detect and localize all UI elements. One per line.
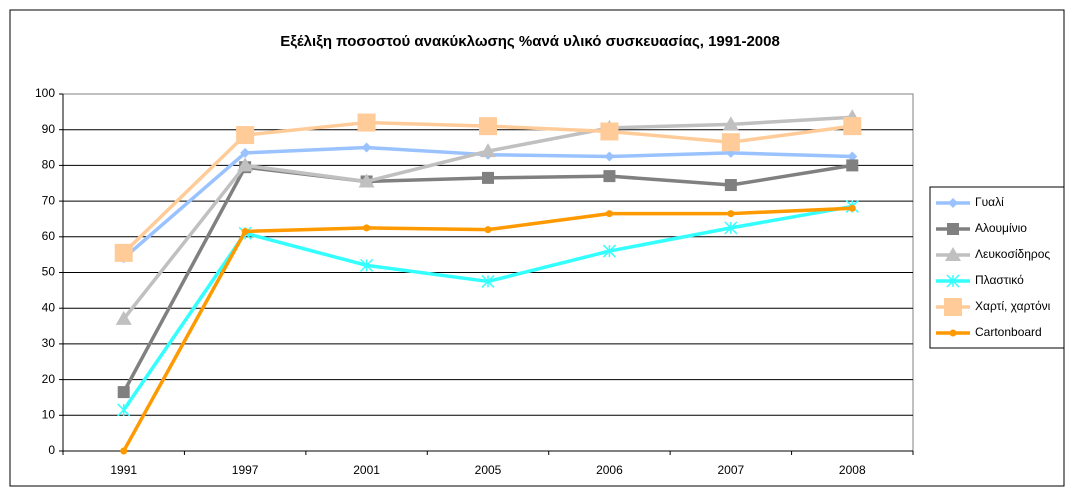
marker (358, 173, 375, 188)
marker (727, 210, 735, 218)
y-tick-label: 100 (35, 86, 55, 100)
marker (949, 329, 957, 337)
marker (482, 171, 494, 184)
x-tick-label: 2007 (718, 463, 745, 477)
legend-label: Αλουμίνιο (975, 221, 1027, 235)
marker (480, 143, 496, 158)
y-tick-label: 90 (42, 122, 56, 136)
marker (724, 221, 738, 235)
marker (948, 198, 958, 208)
legend-label: Cartonboard (975, 325, 1042, 339)
marker (363, 224, 371, 232)
marker (481, 274, 495, 288)
marker (722, 116, 739, 131)
x-tick-label: 2005 (475, 463, 502, 477)
y-tick-label: 40 (42, 300, 56, 314)
marker (479, 117, 497, 136)
marker (846, 159, 859, 172)
marker (600, 122, 619, 141)
x-tick-label: 2006 (596, 463, 623, 477)
marker (357, 113, 376, 132)
marker (360, 258, 374, 272)
legend-label: Πλαστικό (975, 273, 1024, 287)
marker (603, 170, 616, 183)
marker (115, 310, 132, 325)
marker (114, 243, 133, 262)
y-tick-label: 80 (42, 158, 56, 172)
legend-label: Γυαλί (975, 195, 1004, 209)
marker (117, 386, 130, 399)
marker (944, 298, 962, 316)
marker (240, 147, 251, 158)
marker (241, 227, 249, 235)
legend: Γυαλί Αλουμίνιο Λευκοσίδηρος Πλαστικό Χαρτί,… (929, 186, 1065, 349)
legend-label: Λευκοσίδηρος (975, 247, 1050, 261)
x-tick-label: 1997 (232, 463, 259, 477)
marker (361, 142, 372, 153)
marker (236, 126, 255, 145)
chart-title: Εξέλιξη ποσοστού ανακύκλωσης %ανά υλικό … (280, 33, 780, 50)
x-tick-label: 2008 (839, 463, 866, 477)
marker (604, 151, 615, 162)
y-tick-label: 20 (42, 372, 56, 386)
marker (117, 403, 131, 417)
y-tick-label: 70 (42, 193, 56, 207)
marker (946, 274, 960, 288)
marker (605, 210, 613, 218)
marker (945, 247, 961, 261)
marker (947, 223, 959, 235)
marker (120, 447, 128, 455)
legend-entries: Γυαλί Αλουμίνιο Λευκοσίδηρος Πλαστικό Χαρτί,… (936, 195, 1051, 339)
y-tick-label: 60 (42, 229, 56, 243)
marker (602, 244, 616, 258)
marker (237, 157, 254, 172)
y-tick-label: 10 (42, 407, 56, 421)
marker (721, 133, 740, 152)
marker (724, 179, 737, 192)
marker (848, 204, 856, 212)
x-tick-label: 2001 (353, 463, 380, 477)
legend-label: Χαρτί, χαρτόνι (975, 299, 1051, 313)
y-tick-label: 0 (48, 443, 55, 457)
marker (843, 117, 862, 136)
chart-border (9, 9, 1065, 487)
legend-box (929, 186, 1065, 349)
marker (847, 151, 858, 162)
x-tick-label: 1991 (110, 463, 137, 477)
y-tick-label: 50 (42, 265, 56, 279)
marker (484, 226, 492, 234)
y-tick-label: 30 (42, 336, 56, 350)
